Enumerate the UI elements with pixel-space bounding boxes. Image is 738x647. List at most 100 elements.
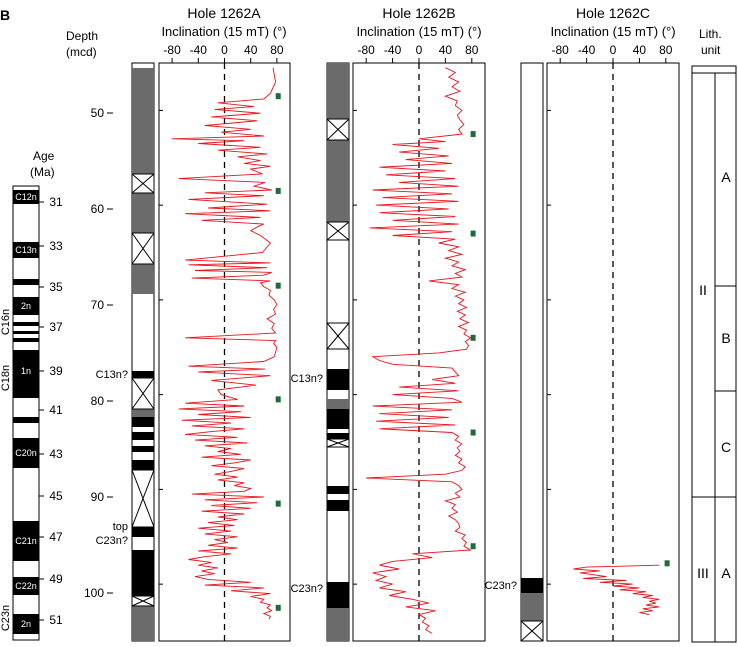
inclination-chart: -80 -40 0 40 80 xyxy=(158,43,291,642)
age-chron-column: C12n C13n 2n 1n C20n C21n C22n 2n 31 33 … xyxy=(0,185,63,641)
x-tick-label: -80 xyxy=(163,43,181,57)
column-frame xyxy=(520,62,544,642)
chron-label: C12n xyxy=(15,192,37,202)
x-tick-label: 40 xyxy=(439,43,453,57)
depth-tick-label: 90 xyxy=(91,490,105,504)
x-tick-label: -40 xyxy=(578,43,596,57)
chron-block xyxy=(13,338,39,342)
chron-block xyxy=(13,614,39,634)
annotation-label: C23n? xyxy=(96,535,128,547)
chron-side-label: C16n xyxy=(0,309,12,335)
x-tick-label: -40 xyxy=(384,43,402,57)
black-interval xyxy=(327,486,349,494)
expected-inclination-marker xyxy=(275,282,281,289)
annotation-label: C13n? xyxy=(96,369,128,381)
chron-block xyxy=(13,297,39,315)
no-recovery-cross xyxy=(326,118,350,448)
black-interval xyxy=(132,371,154,378)
gray-interval xyxy=(132,264,154,294)
gray-interval xyxy=(132,409,154,417)
black-interval xyxy=(132,460,154,470)
polarity-column-1262b: C13n? C23n? xyxy=(291,62,350,642)
gray-interval xyxy=(327,140,349,222)
polarity-column-1262c: C23n? xyxy=(485,62,544,642)
chron-block xyxy=(13,521,39,561)
x-tick-label: 80 xyxy=(465,43,479,57)
black-interval xyxy=(327,500,349,511)
black-interval xyxy=(132,527,154,537)
age-tick-label: 47 xyxy=(49,530,63,544)
age-tick-label: 45 xyxy=(49,489,63,503)
polarity-column-1262a: C13n? top C23n? xyxy=(96,62,155,642)
age-tick-label: 39 xyxy=(49,364,63,378)
x-tick-label: 80 xyxy=(270,43,284,57)
depth-tick-label: 60 xyxy=(91,202,105,216)
panel-letter: B xyxy=(0,7,10,23)
age-tick-label: 51 xyxy=(49,613,63,627)
annotation-label: C23n? xyxy=(291,583,323,595)
chron-side-label: C18n xyxy=(0,365,12,391)
chart-title-1262b: Hole 1262B xyxy=(382,5,455,21)
chron-label: 2n xyxy=(21,619,31,629)
annotation-label: C13n? xyxy=(291,373,323,385)
x-tick-label: 0 xyxy=(221,43,228,57)
lith-subunit-label: A xyxy=(721,169,731,185)
black-interval xyxy=(327,369,349,390)
gray-interval xyxy=(327,399,349,409)
inclination-panels: -80 -40 0 40 80 -80 -40 0 40 80 -80 -40 0 40 80 xyxy=(158,43,680,642)
age-tick-label: 41 xyxy=(49,403,63,417)
lith-units-column: A B C II III A xyxy=(691,65,737,643)
lith-subunit-label: A xyxy=(721,565,731,581)
black-interval xyxy=(327,582,349,608)
lith-label-line1: Lith. xyxy=(699,27,722,41)
expected-inclination-marker xyxy=(664,560,670,567)
chron-block xyxy=(13,279,39,285)
annotation-label: C23n? xyxy=(485,580,517,592)
chron-block xyxy=(13,242,39,258)
chron-block xyxy=(13,331,39,334)
chron-block xyxy=(13,417,39,423)
black-interval xyxy=(132,550,154,596)
age-axis-label-line1: Age xyxy=(33,149,55,163)
inclination-series-line xyxy=(573,564,660,615)
age-tick-label: 33 xyxy=(49,239,63,253)
x-tick-label: 0 xyxy=(416,43,423,57)
chron-block xyxy=(13,350,39,398)
gray-interval xyxy=(132,68,154,174)
chron-label: 1n xyxy=(21,366,31,376)
lith-subunit-label: B xyxy=(721,330,730,346)
expected-inclination-marker xyxy=(275,604,281,611)
depth-tick-label: 50 xyxy=(91,106,105,120)
x-tick-label: 40 xyxy=(633,43,647,57)
lith-subunit-label: C xyxy=(721,439,731,455)
gray-interval xyxy=(132,193,154,233)
black-interval xyxy=(132,446,154,452)
lith-unit-label: II xyxy=(699,282,707,298)
gray-interval xyxy=(327,63,349,119)
chart-xlabel-1262c: Inclination (15 mT) (°) xyxy=(550,24,675,39)
black-interval xyxy=(327,433,349,439)
age-axis-label-line2: (Ma) xyxy=(30,165,55,179)
expected-inclination-marker xyxy=(470,429,476,436)
age-tick-label: 31 xyxy=(49,195,63,209)
no-recovery-cross xyxy=(520,620,544,642)
gray-interval xyxy=(132,606,154,641)
chron-block xyxy=(13,438,39,468)
age-tick-label: 35 xyxy=(49,280,63,294)
lith-frame xyxy=(691,65,737,643)
expected-inclination-marker xyxy=(470,131,476,138)
depth-tick-label: 80 xyxy=(91,394,105,408)
chart-xlabel-1262a: Inclination (15 mT) (°) xyxy=(161,24,286,39)
age-tick-label: 49 xyxy=(49,572,63,586)
lith-label-line2: unit xyxy=(701,43,721,57)
x-tick-label: 0 xyxy=(610,43,617,57)
expected-inclination-marker xyxy=(275,396,281,403)
black-interval xyxy=(132,432,154,440)
x-tick-label: -80 xyxy=(358,43,376,57)
inclination-series-line xyxy=(366,67,473,634)
depth-tick-label: 70 xyxy=(91,298,105,312)
gray-interval xyxy=(521,593,543,621)
chron-block xyxy=(13,190,39,204)
black-interval xyxy=(132,417,154,427)
inclination-chart: -80 -40 0 40 80 xyxy=(352,43,486,642)
